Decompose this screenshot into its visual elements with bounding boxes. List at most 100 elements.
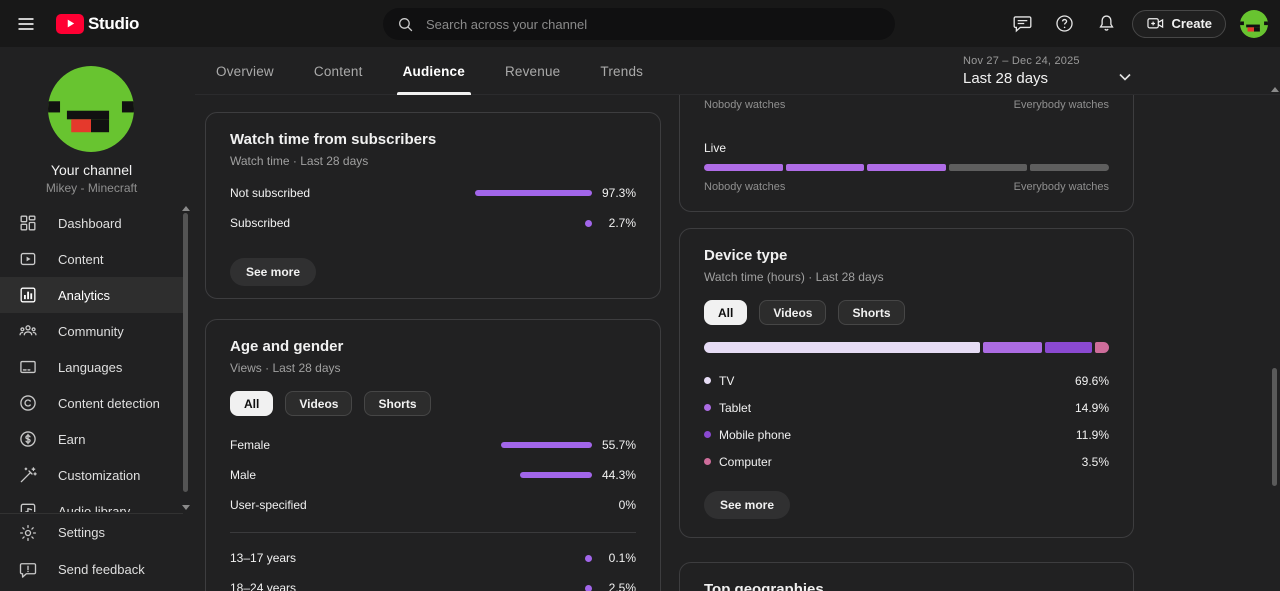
card-subtitle: Watch time (hours) · Last 28 days: [704, 270, 884, 284]
languages-icon: [16, 355, 40, 379]
tab-trends[interactable]: Trends: [600, 63, 644, 79]
notifications-bell-icon[interactable]: [1090, 7, 1124, 41]
sidebar-item-earn[interactable]: Earn: [0, 421, 183, 457]
legend-value: 11.9%: [1075, 427, 1109, 442]
sidebar-item-label: Earn: [58, 431, 86, 447]
axis-label-nobody-watches: Nobody watches: [704, 181, 786, 193]
comments-icon[interactable]: [1006, 7, 1040, 41]
sidebar-item-analytics[interactable]: Analytics: [0, 277, 183, 313]
axis-label-everybody-watches: Everybody watches: [1013, 99, 1109, 111]
axis-label-everybody-watches: Everybody watches: [1013, 181, 1109, 193]
stat-row-female: Female 55.7%: [230, 430, 636, 460]
tab-audience[interactable]: Audience: [396, 47, 471, 95]
stat-label: Male: [230, 468, 257, 482]
content-icon: [16, 247, 40, 271]
stat-row-not-subscribed: Not subscribed 97.3%: [230, 178, 636, 208]
sidebar-scroll-down-icon[interactable]: [182, 505, 190, 510]
legend-dot: [704, 458, 711, 465]
stat-marker-area: [519, 472, 592, 478]
channel-name: Mikey - Minecraft: [45, 181, 138, 195]
see-more-button[interactable]: See more: [704, 491, 791, 519]
sidebar-item-dashboard[interactable]: Dashboard: [0, 205, 183, 241]
stat-label: 18–24 years: [230, 581, 297, 591]
stat-marker-area: [585, 554, 592, 562]
sidebar-item-content-detection[interactable]: Content detection: [0, 385, 183, 421]
age-gender-chip-videos[interactable]: Videos: [285, 391, 353, 416]
active-tab-underline: [396, 92, 471, 95]
tab-content[interactable]: Content: [313, 63, 363, 79]
sidebar-item-settings[interactable]: Settings: [0, 514, 183, 551]
tab-revenue[interactable]: Revenue: [504, 63, 561, 79]
search-input[interactable]: [426, 16, 866, 32]
stat-marker-area: [585, 584, 592, 591]
device-stacked-bar: [704, 342, 1109, 353]
create-label: Create: [1171, 16, 1212, 31]
sidebar-item-label: Content: [58, 251, 104, 267]
channel-avatar[interactable]: [48, 66, 134, 152]
page-scrollbar[interactable]: [1272, 368, 1277, 486]
sidebar-item-languages[interactable]: Languages: [0, 349, 183, 385]
stat-value: 44.3%: [601, 468, 636, 482]
youtube-play-icon: [56, 13, 84, 34]
device-bar-segment-computer: [1095, 342, 1109, 353]
analytics-tabstrip: Overview Content Audience Revenue Trends Nov…: [195, 47, 1280, 95]
search-bar[interactable]: [383, 8, 895, 40]
audio-library-icon: [16, 499, 40, 512]
age-gender-chip-shorts[interactable]: Shorts: [364, 391, 431, 416]
stat-value: 0%: [618, 498, 636, 512]
sidebar-item-label: Audio library: [58, 503, 131, 513]
device-type-chip-all[interactable]: All: [704, 300, 748, 325]
device-type-card: Device type Watch time (hours) · Last 28…: [679, 228, 1134, 538]
stat-value: 97.3%: [601, 186, 636, 200]
sidebar-item-send-feedback[interactable]: Send feedback: [0, 551, 183, 588]
sidebar: Your channel Mikey - Minecraft Dashboard…: [0, 47, 195, 591]
menu-icon[interactable]: [6, 4, 46, 44]
send-feedback-icon: [16, 558, 40, 582]
sidebar-scrollbar[interactable]: [183, 213, 188, 492]
sidebar-item-community[interactable]: Community: [0, 313, 183, 349]
sidebar-item-audio-library[interactable]: Audio library: [0, 493, 183, 512]
tab-overview[interactable]: Overview: [216, 63, 274, 79]
age-gender-chip-all[interactable]: All: [230, 391, 274, 416]
live-bar-segment: [867, 164, 946, 171]
stat-row-male: Male 44.3%: [230, 460, 636, 490]
help-icon[interactable]: [1048, 7, 1082, 41]
stat-bar: [475, 190, 592, 196]
device-type-chip-videos[interactable]: Videos: [759, 300, 827, 325]
sidebar-item-content[interactable]: Content: [0, 241, 183, 277]
main-content: Overview Content Audience Revenue Trends Nov…: [195, 47, 1280, 591]
create-button[interactable]: Create: [1131, 9, 1226, 38]
stat-label: Female: [230, 438, 271, 452]
date-range-filter[interactable]: Nov 27 – Dec 24, 2025 Last 28 days: [963, 55, 1080, 87]
device-bar-segment-mobile-phone: [1044, 342, 1093, 353]
sidebar-item-customization[interactable]: Customization: [0, 457, 183, 493]
device-legend-row-computer: Computer 3.5%: [704, 448, 1109, 475]
account-avatar[interactable]: [1240, 9, 1268, 38]
community-icon: [16, 319, 40, 343]
axis-label-nobody-watches: Nobody watches: [704, 99, 786, 111]
chevron-down-icon[interactable]: [1115, 67, 1135, 92]
stat-dot: [585, 584, 592, 591]
stat-row-user-specified: User-specified 0%: [230, 490, 636, 520]
content-detection-icon: [16, 391, 40, 415]
card-subtitle: Watch time · Last 28 days: [230, 154, 369, 168]
sidebar-item-label: Content detection: [58, 395, 160, 411]
studio-logo[interactable]: Studio: [56, 13, 140, 34]
legend-value: 69.6%: [1074, 373, 1109, 388]
card-title: Top geographies: [704, 581, 824, 591]
sidebar-item-label: Languages: [58, 359, 123, 375]
device-legend-row-tv: TV 69.6%: [704, 367, 1109, 394]
legend-dot: [704, 431, 711, 438]
date-range-text: Nov 27 – Dec 24, 2025: [963, 55, 1080, 67]
brand-text: Studio: [88, 13, 140, 33]
page-scroll-up-icon[interactable]: [1271, 87, 1279, 92]
app-header: Studio: [0, 0, 1280, 47]
sidebar-scroll-up-icon[interactable]: [182, 206, 190, 211]
device-type-chip-shorts[interactable]: Shorts: [838, 300, 905, 325]
customization-icon: [16, 463, 40, 487]
see-more-button[interactable]: See more: [230, 258, 317, 286]
watch-time-subscribers-card: Watch time from subscribers Watch time ·…: [205, 112, 661, 299]
your-channel-label: Your channel: [50, 162, 133, 178]
sidebar-item-label: Dashboard: [58, 215, 122, 231]
stat-dot: [585, 554, 592, 562]
